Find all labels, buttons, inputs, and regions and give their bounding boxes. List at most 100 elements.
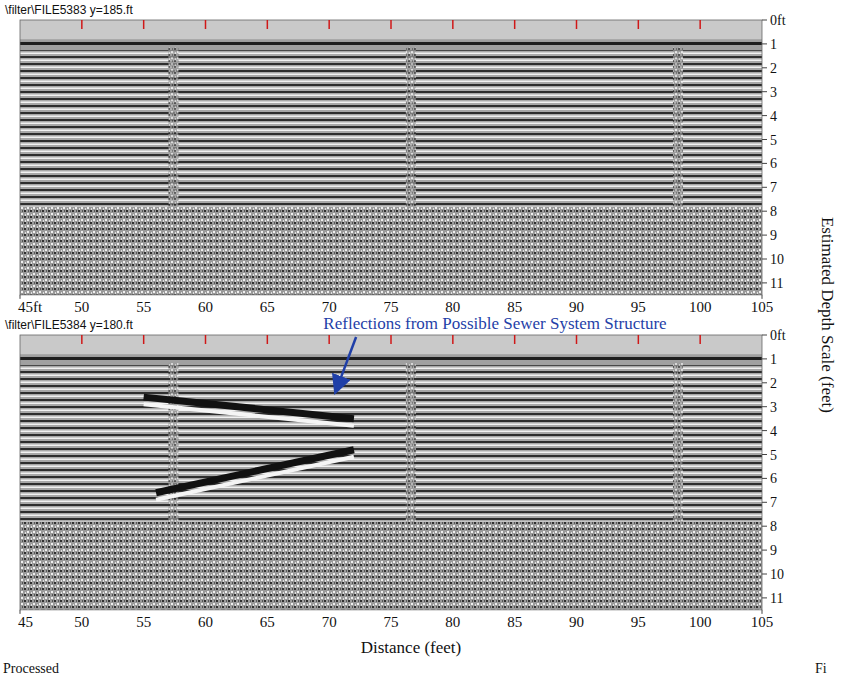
y-axis-title: Estimated Depth Scale (feet) (818, 217, 837, 413)
x-tick-label: 90 (569, 299, 584, 315)
y-tick-mark (762, 43, 767, 44)
y-tick-mark (762, 526, 767, 527)
surface-line (20, 42, 762, 45)
y-tick-mark (762, 259, 767, 260)
y-tick-label: 6 (770, 471, 777, 486)
x-axis-title: Distance (feet) (361, 638, 462, 657)
stripe-zone (20, 365, 762, 522)
surface-band (20, 20, 762, 39)
panel-title: \filter\FILE5384 y=180.ft (5, 318, 133, 332)
x-tick-label: 95 (631, 299, 646, 315)
panel-title: \filter\FILE5383 y=185.ft (5, 3, 133, 17)
x-tick-mark (390, 335, 392, 344)
x-tick-label: 55 (136, 299, 151, 315)
y-tick-mark (762, 454, 767, 455)
y-tick-label: 3 (770, 85, 777, 100)
y-tick-label: 9 (770, 543, 777, 558)
x-tick-label: 75 (384, 614, 399, 630)
y-tick-mark (762, 139, 767, 140)
x-tick-mark (576, 335, 578, 344)
y-tick-mark (762, 235, 767, 236)
reflection (144, 397, 354, 419)
x-tick-label: 85 (507, 299, 522, 315)
x-tick-label: 70 (322, 614, 337, 630)
y-tick-mark (762, 550, 767, 551)
x-tick-mark (81, 20, 83, 29)
x-tick-mark (638, 20, 640, 29)
y-tick-mark (762, 502, 767, 503)
y-tick-label: 11 (770, 591, 783, 606)
x-tick-mark (638, 335, 640, 344)
annotation-arrow (336, 337, 356, 390)
x-tick-mark (81, 335, 83, 344)
y-tick-label: 4 (770, 424, 777, 439)
y-tick-label: 9 (770, 228, 777, 243)
y-tick-label: 3 (770, 400, 777, 415)
x-tick-label: 105 (751, 614, 774, 630)
plot-bg (20, 20, 762, 295)
y-tick-label: 5 (770, 133, 777, 148)
disturbance (673, 362, 683, 609)
y-tick-mark (762, 478, 767, 479)
y-tick-label: 5 (770, 448, 777, 463)
x-tick-mark (267, 20, 269, 29)
x-tick-mark (205, 20, 207, 29)
x-tick-label: 95 (631, 614, 646, 630)
y-tick-label: 0ft (770, 328, 786, 343)
y-tick-label: 4 (770, 109, 777, 124)
reflectors (144, 397, 354, 500)
y-tick-mark (762, 597, 767, 598)
y-tick-label: 11 (770, 276, 783, 291)
y-tick-label: 10 (770, 252, 784, 267)
y-tick-label: 2 (770, 376, 777, 391)
x-tick-mark (699, 335, 701, 344)
panel: 45ft505560657075808590951001050ft1234567… (5, 3, 786, 315)
x-tick-mark (328, 335, 330, 344)
disturbance (673, 47, 683, 294)
x-tick-label: 90 (569, 614, 584, 630)
y-tick-label: 2 (770, 61, 777, 76)
y-tick-mark (762, 115, 767, 116)
caption: Fi (815, 661, 827, 676)
x-tick-label: 100 (689, 614, 712, 630)
figure: 45ft505560657075808590951001050ft1234567… (0, 0, 841, 680)
y-tick-mark (762, 406, 767, 407)
x-tick-label: 60 (198, 614, 213, 630)
x-tick-label: 60 (198, 299, 213, 315)
x-tick-mark (514, 20, 516, 29)
x-tick-mark (452, 20, 454, 29)
x-tick-label: 70 (322, 299, 337, 315)
disturbance (406, 47, 416, 294)
y-tick-mark (762, 358, 767, 359)
x-tick-label: 55 (136, 614, 151, 630)
plot-frame (20, 20, 762, 295)
x-tick-label: 45ft (18, 299, 43, 315)
y-tick-mark (762, 20, 767, 21)
x-tick-label: 75 (384, 299, 399, 315)
surface-band (20, 335, 762, 354)
y-tick-label: 7 (770, 495, 777, 510)
x-tick-mark (452, 335, 454, 344)
x-tick-mark (514, 335, 516, 344)
y-tick-mark (762, 382, 767, 383)
y-tick-mark (762, 67, 767, 68)
y-tick-label: 10 (770, 567, 784, 582)
x-tick-mark (699, 20, 701, 29)
x-tick-label: 45 (18, 614, 33, 630)
y-tick-label: 7 (770, 180, 777, 195)
panel: 45505560657075808590951001050ft123456789… (5, 314, 786, 657)
x-tick-mark (390, 20, 392, 29)
y-tick-mark (762, 187, 767, 188)
annotation: Reflections from Possible Sewer System S… (323, 314, 666, 333)
y-tick-mark (762, 282, 767, 283)
disturbance (168, 47, 178, 294)
noise-zone (20, 207, 762, 295)
x-tick-mark (143, 20, 145, 29)
y-tick-label: 1 (770, 352, 777, 367)
reflection-halo (156, 457, 354, 500)
y-tick-label: 8 (770, 519, 777, 534)
y-tick-mark (762, 574, 767, 575)
x-tick-mark (267, 335, 269, 344)
y-tick-label: 1 (770, 37, 777, 52)
disturbance (406, 362, 416, 609)
